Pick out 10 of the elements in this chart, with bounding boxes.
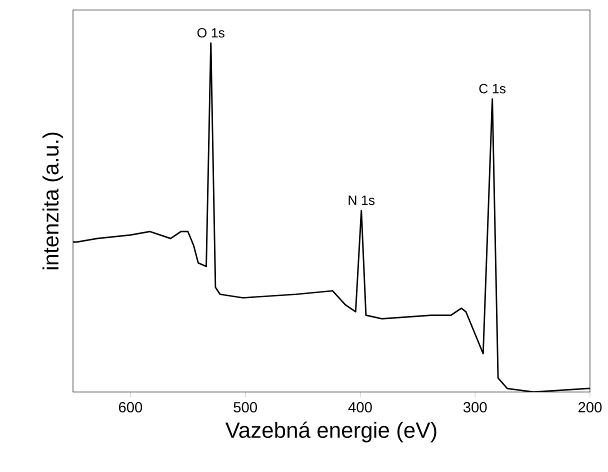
x-tick-label: 300 bbox=[463, 402, 487, 412]
annotation: N 1s bbox=[348, 196, 375, 205]
x-tick-label: 600 bbox=[118, 402, 142, 412]
annotation: C 1s bbox=[479, 84, 506, 94]
x-axis-title: Vazebná energie (eV) bbox=[225, 422, 436, 442]
x-tick-label: 500 bbox=[234, 402, 257, 412]
x-tick-label: 400 bbox=[348, 402, 372, 412]
y-axis-title: intenzita (a.u.) bbox=[42, 132, 63, 270]
x-tick-label: 200 bbox=[578, 402, 602, 412]
annotation: O 1s bbox=[197, 28, 224, 38]
